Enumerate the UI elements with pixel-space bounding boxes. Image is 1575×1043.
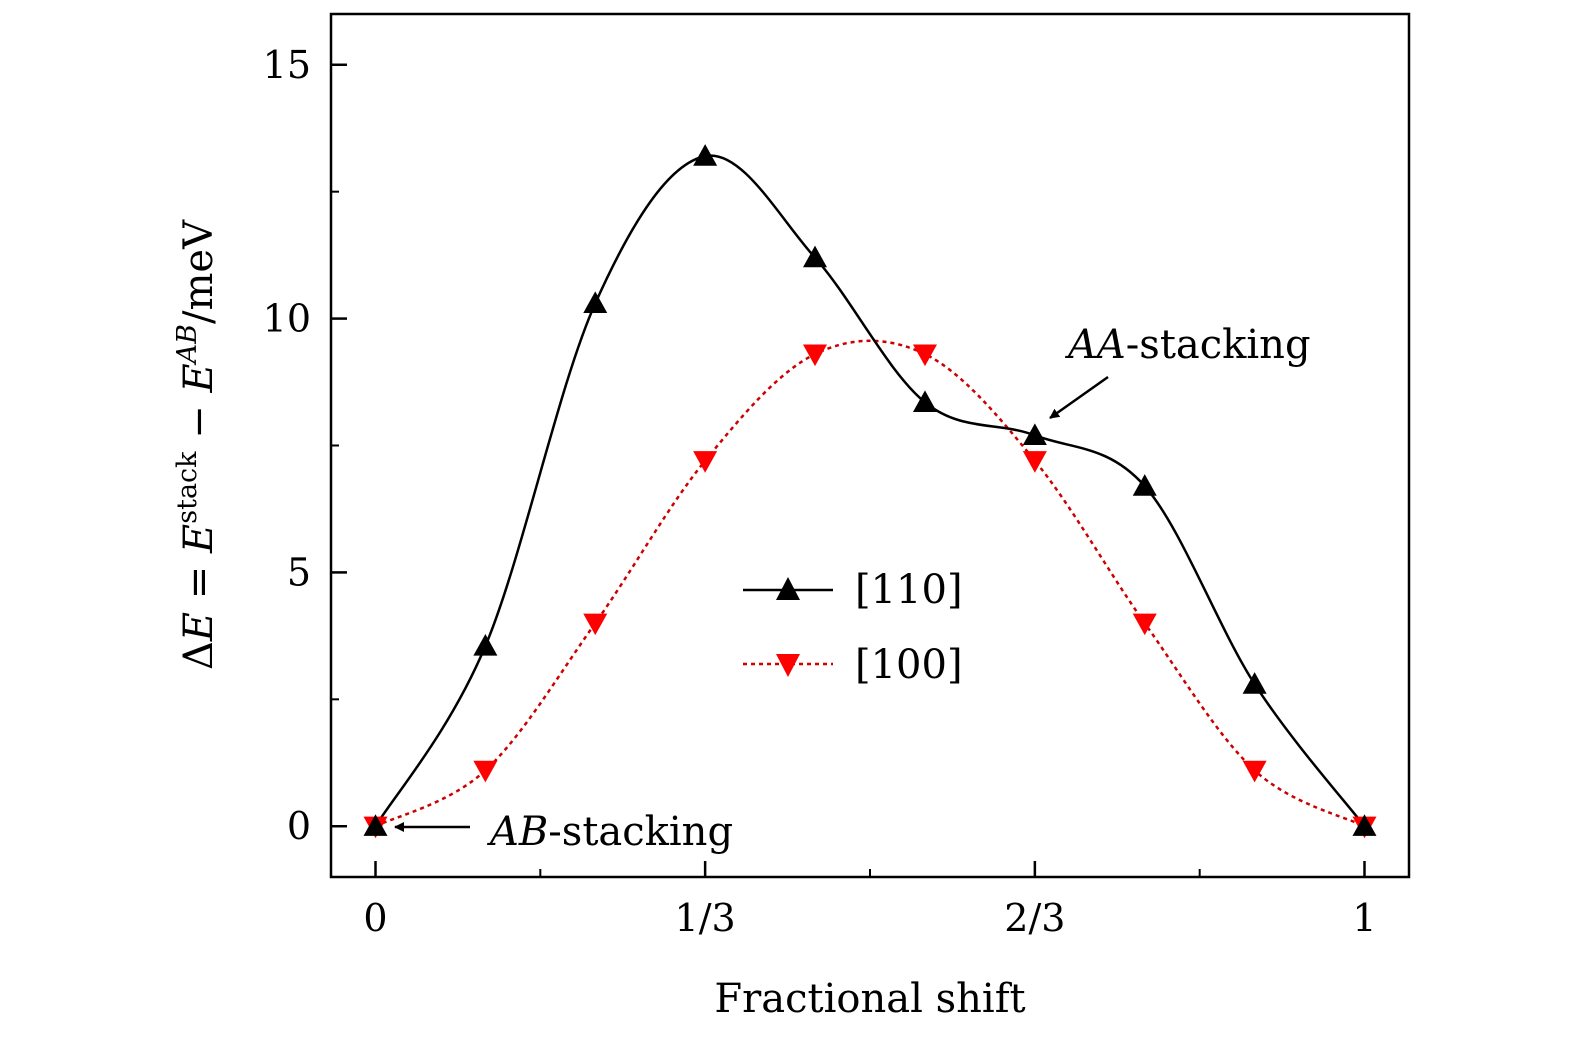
y-axis-title-e1: E — [176, 612, 222, 642]
series-0-point-2 — [583, 291, 608, 313]
series-lines — [374, 154, 1366, 828]
legend-marker-110 — [776, 577, 800, 600]
series-0-point-9 — [1352, 814, 1377, 836]
y-tick-label-1: 5 — [287, 550, 311, 594]
series-0-point-7 — [1132, 474, 1157, 496]
annotation-ab-stacking: AB-stacking — [394, 809, 733, 855]
x-axis-title: Fractional shift — [714, 976, 1025, 1022]
x-tick-label-2: 2/3 — [1004, 896, 1065, 940]
annotation-ab-italic: AB — [486, 809, 548, 855]
annotation-aa-arrow — [1049, 375, 1109, 420]
series-markers — [363, 144, 1377, 839]
y-axis-title-eq: = — [176, 553, 222, 612]
x-tick-label-1: 1/3 — [675, 896, 736, 940]
series-0-point-6 — [1022, 423, 1047, 445]
series-line-1 — [374, 339, 1366, 828]
series-0-point-4 — [803, 245, 828, 268]
series-1-point-5 — [912, 344, 937, 367]
series-line-0 — [374, 154, 1366, 827]
y-axis-title-delta: Δ — [176, 641, 222, 670]
y-tick-label-3: 15 — [263, 43, 311, 87]
y-axis-title-e2: E — [176, 524, 222, 554]
annotation-aa-italic: AA — [1064, 322, 1126, 368]
series-1-point-6 — [1022, 451, 1047, 473]
y-tick-label-2: 10 — [263, 297, 311, 341]
y-tick-label-0: 0 — [287, 804, 311, 848]
y-axis-title-sup-stack: stack — [172, 451, 203, 524]
series-0-point-5 — [912, 390, 937, 412]
x-tick-label-0: 0 — [363, 896, 387, 940]
x-tick-label-3: 1 — [1352, 896, 1376, 940]
series-0-point-8 — [1242, 672, 1267, 694]
series-1-point-3 — [693, 451, 718, 473]
annotation-aa-label: AA-stacking — [1064, 322, 1311, 368]
legend-label-110: [110] — [855, 567, 963, 613]
annotation-aa-text: -stacking — [1126, 322, 1311, 368]
series-0-point-1 — [473, 634, 498, 656]
series-1-point-1 — [473, 760, 498, 783]
series-1-point-8 — [1242, 760, 1267, 783]
legend: [110] [100] — [743, 567, 963, 688]
y-axis-title-e3: E — [176, 363, 222, 393]
annotation-aa-stacking: AA-stacking — [1049, 322, 1311, 420]
series-0-point-0 — [363, 814, 388, 836]
annotation-ab-text: -stacking — [548, 809, 733, 855]
legend-marker-100 — [776, 654, 800, 677]
annotation-ab-label: AB-stacking — [486, 809, 733, 855]
series-1-point-2 — [583, 613, 608, 636]
legend-label-100: [100] — [855, 642, 963, 688]
series-1-point-4 — [803, 344, 828, 367]
y-axis-title-sup-ab: AB — [172, 324, 203, 366]
plot-frame — [329, 12, 1411, 879]
y-axis-title-unit: /meV — [176, 219, 222, 324]
series-1-point-7 — [1132, 613, 1157, 636]
axis-ticks — [331, 63, 1366, 877]
y-axis-title-minus: − — [176, 393, 222, 452]
y-axis-title: ΔE = Estack − EAB/meV — [172, 219, 222, 670]
series-0-point-3 — [693, 144, 718, 166]
